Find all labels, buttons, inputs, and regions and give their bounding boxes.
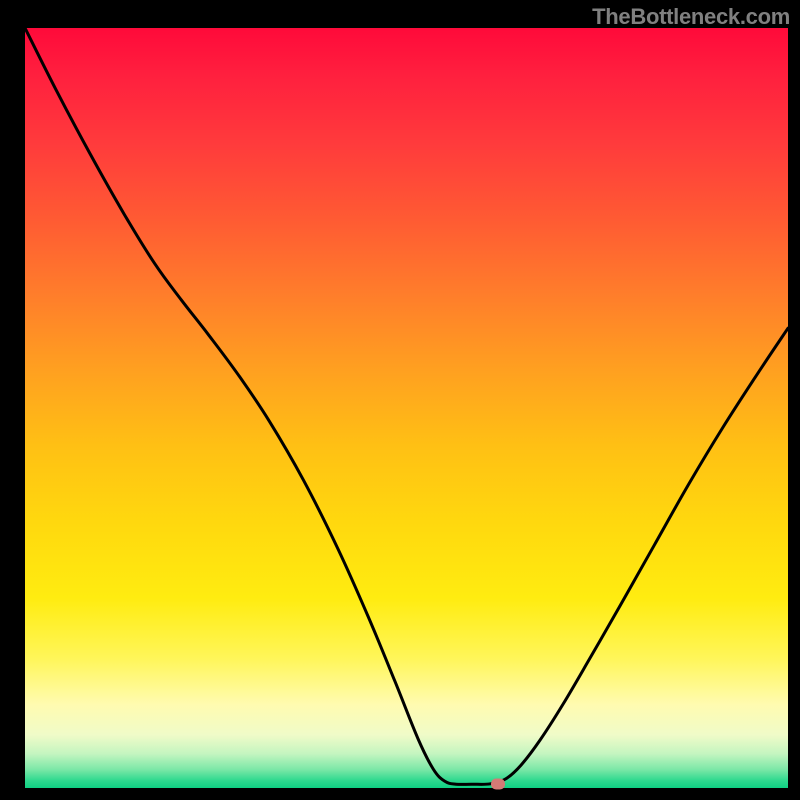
watermark-text: TheBottleneck.com (592, 4, 790, 30)
curve-layer (25, 28, 788, 788)
chart-container: TheBottleneck.com (0, 0, 800, 800)
plot-area (25, 28, 788, 788)
optimal-marker (491, 778, 505, 789)
bottleneck-curve (25, 28, 788, 784)
